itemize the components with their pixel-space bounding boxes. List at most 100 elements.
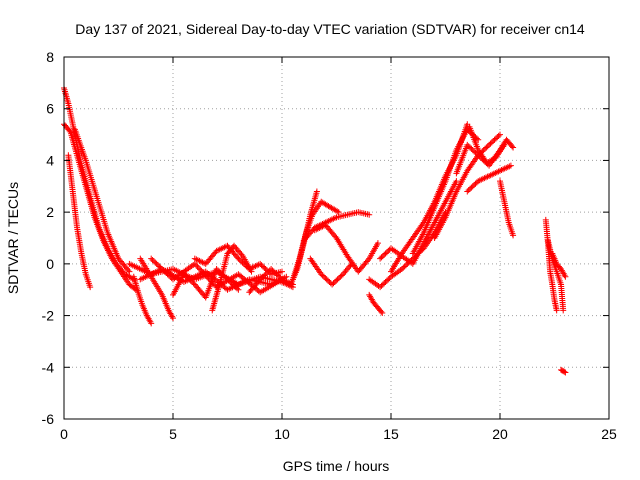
data-point xyxy=(374,240,381,247)
data-point xyxy=(383,249,390,256)
series-arc-k xyxy=(209,242,255,314)
data-point xyxy=(255,277,262,284)
x-tick-label: 20 xyxy=(492,426,508,442)
x-tick-label: 25 xyxy=(601,426,617,442)
data-point xyxy=(259,263,266,270)
data-point xyxy=(335,275,342,282)
data-point xyxy=(510,144,517,151)
data-point xyxy=(164,271,171,278)
data-point xyxy=(239,259,246,266)
data-point xyxy=(334,208,341,215)
chart-title: Day 137 of 2021, Sidereal Day-to-day VTE… xyxy=(75,21,585,37)
series-arc-d xyxy=(71,126,133,275)
data-point xyxy=(510,232,517,239)
data-point xyxy=(198,268,205,275)
data-point xyxy=(152,259,159,266)
data-point xyxy=(224,276,231,283)
data-point xyxy=(242,262,249,269)
data-point xyxy=(170,315,176,322)
data-point xyxy=(487,140,494,147)
series-arc-j xyxy=(170,266,242,301)
data-point xyxy=(223,275,230,282)
data-point xyxy=(338,272,345,279)
data-point xyxy=(150,258,157,265)
data-point xyxy=(167,273,174,280)
series-arc-z xyxy=(464,162,514,195)
data-point xyxy=(272,269,279,276)
data-point xyxy=(264,269,271,276)
data-point xyxy=(125,267,132,274)
data-point xyxy=(234,254,241,261)
x-tick-label: 0 xyxy=(60,426,68,442)
data-point xyxy=(149,256,156,263)
y-tick-label: -2 xyxy=(42,308,55,324)
data-point xyxy=(257,276,264,283)
data-point xyxy=(469,147,476,154)
data-point xyxy=(157,264,164,271)
data-point xyxy=(471,148,478,155)
data-point xyxy=(385,276,392,283)
data-point xyxy=(202,272,209,279)
data-point xyxy=(334,276,341,283)
data-point xyxy=(240,260,247,267)
data-point xyxy=(155,262,162,269)
x-axis-label: GPS time / hours xyxy=(283,458,390,474)
data-point xyxy=(165,272,172,279)
data-point xyxy=(199,269,206,276)
data-point xyxy=(184,275,191,282)
data-point xyxy=(195,265,202,272)
data-point xyxy=(161,268,168,275)
data-point xyxy=(323,276,330,283)
series-arc-ae xyxy=(549,250,569,280)
plot-frame xyxy=(63,56,610,420)
data-point xyxy=(377,284,384,291)
data-point xyxy=(190,280,197,287)
data-point xyxy=(382,250,389,257)
data-point xyxy=(326,278,333,285)
data-point xyxy=(183,273,190,280)
data-point xyxy=(318,271,325,278)
data-point xyxy=(480,147,487,154)
data-point xyxy=(490,138,497,145)
data-point xyxy=(491,136,498,143)
data-point xyxy=(261,272,268,279)
data-point xyxy=(486,141,493,148)
data-point xyxy=(465,187,472,194)
data-point xyxy=(494,134,501,141)
y-tick-label: 0 xyxy=(46,256,54,272)
data-point xyxy=(262,271,269,278)
series-arc-b xyxy=(61,121,139,293)
series-arc-ab xyxy=(466,123,508,167)
y-tick-label: -4 xyxy=(42,359,55,375)
data-point xyxy=(163,269,170,276)
data-point xyxy=(495,132,502,139)
data-point xyxy=(232,284,239,291)
data-point xyxy=(508,143,515,150)
data-point xyxy=(402,262,409,269)
data-point xyxy=(320,273,327,280)
data-point xyxy=(126,268,133,275)
data-point xyxy=(160,267,167,274)
data-point xyxy=(366,211,373,218)
data-point xyxy=(337,273,344,280)
data-point xyxy=(197,266,204,273)
data-point xyxy=(469,183,476,190)
data-point xyxy=(401,263,408,270)
data-point xyxy=(378,254,385,261)
data-point xyxy=(201,271,208,278)
x-tick-label: 5 xyxy=(169,426,177,442)
data-point xyxy=(333,277,340,284)
data-point xyxy=(330,280,337,287)
data-point xyxy=(467,144,474,151)
data-point xyxy=(261,264,268,271)
x-tick-label: 15 xyxy=(383,426,399,442)
data-point xyxy=(484,143,491,150)
data-point xyxy=(148,320,155,327)
data-point xyxy=(229,281,236,288)
data-point xyxy=(379,309,386,316)
data-point xyxy=(182,272,189,279)
series-arc-r xyxy=(307,255,355,288)
series-arc-e xyxy=(130,273,155,327)
